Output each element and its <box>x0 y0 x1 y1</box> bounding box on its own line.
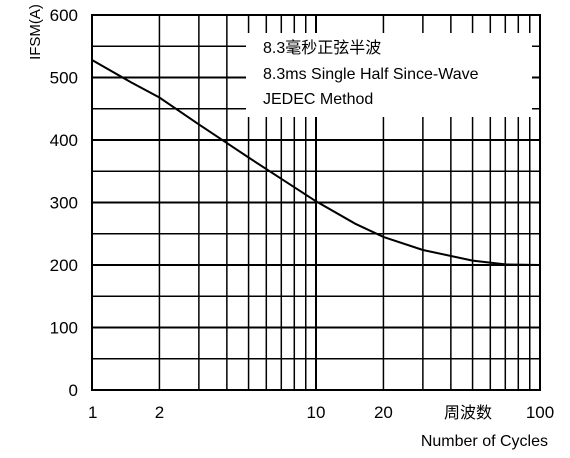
x-tick-label: 10 <box>307 403 326 422</box>
x-axis-label: Number of Cycles <box>421 433 548 450</box>
x-tick-labels: 1 2 10 20 100 <box>88 403 554 422</box>
y-tick-label: 600 <box>50 6 78 25</box>
x-tick-label: 1 <box>88 403 97 422</box>
y-tick-label: 500 <box>50 69 78 88</box>
x-tick-label: 20 <box>374 403 393 422</box>
y-tick-label: 100 <box>50 319 78 338</box>
plot-grid <box>91 14 541 391</box>
y-axis-label: IFSM(A) <box>27 4 44 60</box>
annotation-line-method: JEDEC Method <box>263 91 373 108</box>
plot-frame <box>91 14 541 391</box>
y-tick-label: 400 <box>50 131 78 150</box>
x-tick-label: 2 <box>155 403 164 422</box>
annotation-line-cn: 8.3毫秒正弦半波 <box>263 38 381 57</box>
annotation-box <box>246 33 532 117</box>
y-tick-label: 0 <box>69 381 78 400</box>
x-tick-label: 100 <box>526 403 554 422</box>
x-axis-label-cn: 周波数 <box>444 404 492 422</box>
ifsm-curve <box>91 59 541 266</box>
y-tick-label: 300 <box>50 194 78 213</box>
annotation-line-en: 8.3ms Single Half Since-Wave <box>263 66 479 83</box>
y-tick-labels: 0 100 200 300 400 500 600 <box>50 6 78 400</box>
y-tick-label: 200 <box>50 256 78 275</box>
